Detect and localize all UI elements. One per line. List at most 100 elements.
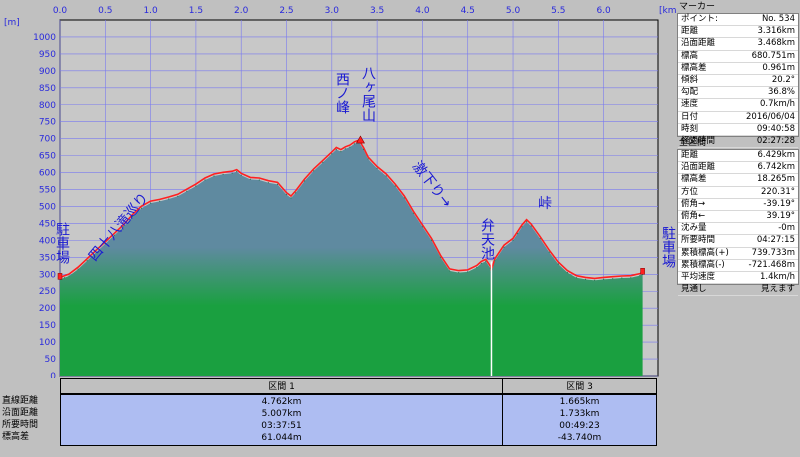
elevation-point [159, 200, 161, 202]
total-panel-row-value: 220.31° [761, 186, 795, 197]
total-panel-row-key: 距離 [681, 150, 699, 160]
section-3-required-time: 00:49:23 [559, 421, 600, 431]
x-tick-label: 3.5 [370, 6, 384, 16]
total-panel-row-key: 沈み量 [681, 223, 707, 234]
elevation-point [349, 146, 351, 148]
marker-panel-row-key: 時刻 [681, 123, 699, 134]
total-panel-row: 沈み量 -0m [678, 223, 798, 236]
marker-panel-row: ポイント: No. 534 [678, 14, 798, 27]
elevation-point [512, 239, 514, 241]
y-tick-label: 50 [45, 355, 57, 365]
total-panel-row-key: 標高差 [681, 174, 707, 185]
total-panel-row-key: 累積標高(+) [681, 247, 729, 258]
elevation-point [494, 260, 496, 262]
total-panel-row-key: 沿面距離 [681, 162, 716, 173]
marker-panel-row: 標高差 0.961m [678, 63, 798, 75]
waypoint-marker-icon[interactable] [57, 273, 63, 280]
elevation-chart-svg[interactable]: 0 50 100 150 200 250 300 350 400 450 500 550 600 650 7… [0, 0, 676, 378]
elevation-point [140, 207, 143, 209]
row-label-elevation-diff: 標高差 [2, 432, 30, 442]
total-panel-row-value: 1.4km/h [760, 271, 795, 282]
x-tick-label: 0.5 [98, 6, 112, 16]
annotation-bentenike: 弁天池 [479, 218, 495, 260]
elevation-point [557, 263, 559, 265]
elevation-point [603, 278, 605, 280]
annotation-hakkeoyama: 八ヶ尾山 [360, 66, 376, 122]
elevation-point [340, 151, 342, 153]
y-tick-label: 100 [39, 338, 56, 348]
elevation-point [267, 182, 269, 184]
y-tick-label: 900 [39, 67, 56, 77]
marker-panel-title: マーカー [679, 2, 716, 12]
y-tick-label: 550 [39, 186, 56, 196]
elevation-point [539, 238, 541, 240]
marker-panel: ポイント: No. 534 距離 3.316km 沿面距離 3.468km 標高 680.75… [677, 13, 799, 149]
elevation-point [150, 202, 152, 204]
elevation-point [612, 278, 614, 280]
y-tick-label: 300 [39, 270, 56, 280]
elevation-point [362, 148, 365, 151]
section-3-header[interactable]: 区間 3 [502, 378, 657, 394]
total-panel-row-key: 平均速度 [681, 271, 716, 282]
elevation-point [204, 179, 206, 181]
total-panel-row: 見通し 見えます [678, 284, 798, 297]
elevation-point [480, 262, 482, 264]
y-tick-label: 750 [39, 118, 56, 128]
elevation-point [367, 158, 369, 160]
elevation-point [68, 275, 70, 277]
y-tick-label: 850 [39, 84, 56, 94]
elevation-point [639, 275, 641, 277]
elevation-point [95, 251, 97, 253]
marker-panel-row-key: 勾配 [681, 87, 699, 98]
section-1-body[interactable]: 4.762km 5.007km 03:37:51 61.044m [60, 394, 503, 446]
total-panel-row: 俯角← 39.19° [678, 210, 798, 224]
elevation-point [566, 272, 569, 274]
elevation-point [276, 183, 279, 185]
elevation-point [467, 271, 469, 273]
marker-panel-row-value: 09:40:58 [756, 123, 795, 134]
marker-panel-row-key: 傾斜 [681, 74, 699, 85]
section-1-header[interactable]: 区間 1 [60, 378, 503, 394]
y-tick-label: 600 [39, 169, 56, 179]
elevation-point [430, 239, 433, 241]
total-panel-row-key: 所要時間 [681, 235, 716, 246]
x-tick-label: 1.0 [143, 6, 158, 16]
x-tick-label: 0.0 [53, 6, 68, 16]
elevation-point [213, 175, 215, 177]
x-tick-label: 6.0 [596, 6, 611, 16]
marker-panel-row-key: ポイント: [681, 14, 718, 24]
total-panel-row: 累積標高(-) -721.468m [678, 260, 798, 272]
total-panel-title: 全区間 [679, 138, 707, 148]
marker-panel-row: 傾斜 20.2° [678, 74, 798, 88]
annotation-parking-start: 駐車場 [54, 222, 70, 264]
elevation-point [403, 197, 405, 199]
elevation-point [526, 221, 528, 223]
y-tick-label: 950 [39, 50, 56, 60]
annotation-toge: 峠 [538, 196, 552, 212]
elevation-chart[interactable]: 0 50 100 150 200 250 300 350 400 450 500 550 600 650 7… [0, 0, 676, 378]
x-axis-unit-label: [km] [659, 6, 676, 16]
marker-panel-row: 標高 680.751m [678, 51, 798, 63]
marker-panel-row-value: 3.468km [757, 38, 795, 49]
y-tick-label: 200 [39, 304, 56, 314]
total-panel-row: 所要時間 04:27:15 [678, 235, 798, 248]
section-3-body[interactable]: 1.665km 1.733km 00:49:23 -43.740m [502, 394, 657, 446]
elevation-point [548, 251, 550, 253]
waypoint-marker-icon[interactable] [640, 268, 645, 275]
y-tick-label: 800 [39, 101, 56, 111]
total-panel-row-key: 見通し [681, 284, 707, 295]
total-panel-row: 標高差 18.265m [678, 174, 798, 187]
elevation-point [236, 171, 238, 173]
section-1-straight-distance: 4.762km [261, 397, 302, 407]
total-panel-row: 累積標高(+) 739.733m [678, 248, 798, 260]
total-panel-row-value: 39.19° [766, 210, 795, 221]
elevation-point [63, 277, 66, 279]
section-3-straight-distance: 1.665km [559, 397, 600, 407]
x-tick-label: 4.0 [415, 6, 430, 16]
peak-marker-icon[interactable] [355, 135, 365, 144]
elevation-point [258, 179, 260, 181]
marker-panel-row: 距離 3.316km [678, 26, 798, 39]
elevation-point [503, 246, 505, 248]
annotation-nishinomine: 西ノ峰 [334, 72, 350, 114]
elevation-point [449, 270, 451, 272]
